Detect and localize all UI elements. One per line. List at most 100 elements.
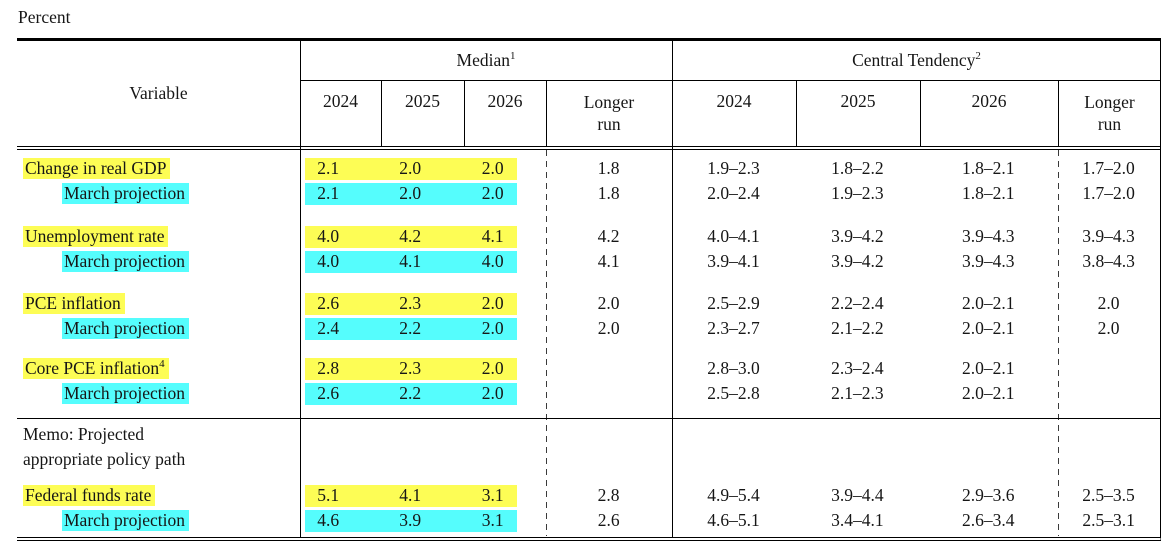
median-2024-value: 2.4 bbox=[317, 318, 340, 338]
median-2025-value: 3.9 bbox=[399, 510, 422, 530]
header-median: Median1 bbox=[456, 50, 516, 70]
ct-2025-value: 3.9–4.2 bbox=[831, 226, 884, 246]
median-footnote-marker: 1 bbox=[509, 50, 516, 63]
divider-header-year bbox=[1058, 81, 1059, 146]
highlight-band bbox=[304, 509, 517, 532]
divider-header-year bbox=[920, 81, 921, 146]
ct-2026-value: 1.8–2.1 bbox=[961, 183, 1015, 203]
median-2025-value: 2.2 bbox=[399, 318, 422, 338]
median-longer-run-value bbox=[546, 356, 672, 381]
ct-2025-value: 2.2–2.4 bbox=[831, 293, 884, 313]
ct-2026-value: 1.8–2.1 bbox=[961, 158, 1015, 178]
divider-variable-median bbox=[300, 38, 301, 537]
ct-2026-value: 3.9–4.3 bbox=[961, 226, 1015, 246]
median-values: 2.1 2.0 2.0 bbox=[300, 181, 546, 206]
row-label: Unemployment rate bbox=[23, 226, 169, 247]
header-median-longer-run: Longer run bbox=[583, 92, 635, 134]
ct-2026-value: 2.0–2.1 bbox=[961, 318, 1015, 338]
highlight-band bbox=[304, 182, 517, 205]
median-values: 4.0 4.1 4.0 bbox=[300, 249, 546, 274]
median-2024-value: 2.8 bbox=[317, 358, 340, 378]
median-longer-run-value: 1.8 bbox=[597, 183, 620, 203]
header-group-rule bbox=[300, 80, 1160, 81]
ct-2025-value: 1.9–2.3 bbox=[831, 183, 884, 203]
memo-row: Memo: Projected appropriate policy path bbox=[17, 418, 1160, 476]
header-ct-2026: 2026 bbox=[971, 91, 1007, 111]
header-median-2026: 2026 bbox=[487, 91, 523, 111]
ct-2025-value: 2.1–2.2 bbox=[831, 318, 884, 338]
projections-table: Variable Median1 Central Tendency2 2024 … bbox=[17, 38, 1161, 541]
table-body: Change in real GDP 2.1 2.0 2.0 1.8 1.9–2… bbox=[17, 150, 1160, 537]
highlight-band bbox=[304, 357, 517, 380]
ct-longer-run-value bbox=[1057, 381, 1160, 406]
ct-longer-run-value: 2.0 bbox=[1097, 318, 1120, 338]
header-ct-2025: 2025 bbox=[840, 91, 876, 111]
median-2026-value: 2.0 bbox=[481, 183, 504, 203]
percent-label: Percent bbox=[18, 7, 71, 27]
median-values: 2.4 2.2 2.0 bbox=[300, 316, 546, 341]
median-2024-value: 5.1 bbox=[317, 485, 340, 505]
divider-header-year bbox=[796, 81, 797, 146]
central-tendency-footnote-marker: 2 bbox=[975, 50, 981, 63]
ct-2026-value: 2.0–2.1 bbox=[961, 358, 1015, 378]
ct-longer-run-value: 2.0 bbox=[1097, 293, 1120, 313]
median-2026-value: 4.0 bbox=[481, 251, 504, 271]
ct-2024-value: 4.9–5.4 bbox=[707, 485, 760, 505]
median-2026-value: 3.1 bbox=[481, 485, 504, 505]
table-row-pce-inflation: PCE inflation 2.6 2.3 2.0 2.0 2.5–2.9 2.… bbox=[17, 291, 1160, 316]
ct-2024-value: 4.6–5.1 bbox=[707, 510, 760, 530]
median-values: 4.0 4.2 4.1 bbox=[300, 224, 546, 249]
median-longer-run-value: 2.6 bbox=[597, 510, 620, 530]
median-longer-run-value: 1.8 bbox=[597, 158, 620, 178]
median-2026-value: 3.1 bbox=[481, 510, 504, 530]
ct-2024-value: 3.9–4.1 bbox=[707, 251, 760, 271]
divider-median-central-tendency bbox=[672, 38, 673, 537]
ct-2025-value: 2.1–2.3 bbox=[831, 383, 884, 403]
ct-2026-value: 2.0–2.1 bbox=[961, 383, 1015, 403]
ct-longer-run-value: 2.5–3.1 bbox=[1082, 510, 1135, 530]
highlight-band bbox=[304, 292, 517, 315]
median-2025-value: 4.2 bbox=[399, 226, 422, 246]
median-2026-value: 2.0 bbox=[481, 358, 504, 378]
row-label: March projection bbox=[62, 510, 189, 531]
table-row-unemployment-march: March projection 4.0 4.1 4.0 4.1 3.9–4.1… bbox=[17, 249, 1160, 274]
table-row-unemployment: Unemployment rate 4.0 4.2 4.1 4.2 4.0–4.… bbox=[17, 224, 1160, 249]
header-central-tendency: Central Tendency2 bbox=[852, 50, 981, 70]
median-2026-value: 2.0 bbox=[481, 293, 504, 313]
median-longer-run-value: 4.1 bbox=[597, 251, 620, 271]
median-2025-value: 4.1 bbox=[399, 485, 422, 505]
ct-2025-value: 2.3–2.4 bbox=[831, 358, 884, 378]
ct-2024-value: 2.5–2.9 bbox=[707, 293, 760, 313]
median-2024-value: 2.6 bbox=[317, 293, 340, 313]
ct-longer-run-value bbox=[1057, 356, 1160, 381]
ct-2026-value: 2.0–2.1 bbox=[961, 293, 1015, 313]
median-2026-value: 2.0 bbox=[481, 318, 504, 338]
median-2026-value: 2.0 bbox=[481, 158, 504, 178]
ct-2024-value: 2.8–3.0 bbox=[707, 358, 760, 378]
row-label: Federal funds rate bbox=[23, 485, 156, 506]
divider-header-year bbox=[381, 81, 382, 146]
median-2025-value: 2.3 bbox=[399, 293, 422, 313]
row-label: PCE inflation bbox=[23, 293, 125, 314]
median-2025-value: 2.3 bbox=[399, 358, 422, 378]
ct-longer-run-value: 3.8–4.3 bbox=[1082, 251, 1135, 271]
row-label: March projection bbox=[62, 183, 189, 204]
ct-2025-value: 1.8–2.2 bbox=[831, 158, 884, 178]
median-2025-value: 2.0 bbox=[399, 158, 422, 178]
table-row-gdp-march: March projection 2.1 2.0 2.0 1.8 2.0–2.4… bbox=[17, 181, 1160, 206]
dashed-divider-median-longer-run bbox=[546, 150, 547, 536]
header-median-2024: 2024 bbox=[323, 91, 358, 111]
median-values: 2.6 2.3 2.0 bbox=[300, 291, 546, 316]
ct-2024-value: 4.0–4.1 bbox=[707, 226, 760, 246]
median-values: 5.1 4.1 3.1 bbox=[300, 483, 546, 508]
median-2026-value: 4.1 bbox=[481, 226, 504, 246]
median-values: 4.6 3.9 3.1 bbox=[300, 508, 546, 533]
ct-2025-value: 3.4–4.1 bbox=[831, 510, 884, 530]
highlight-band bbox=[304, 225, 517, 248]
table-row-core-pce-march: March projection 2.6 2.2 2.0 2.5–2.8 2.1… bbox=[17, 381, 1160, 406]
row-label: Change in real GDP bbox=[23, 158, 171, 179]
ct-2024-value: 1.9–2.3 bbox=[707, 158, 760, 178]
core-pce-footnote-marker: 4 bbox=[159, 358, 165, 371]
median-values: 2.1 2.0 2.0 bbox=[300, 156, 546, 181]
header-median-2025: 2025 bbox=[405, 91, 440, 111]
